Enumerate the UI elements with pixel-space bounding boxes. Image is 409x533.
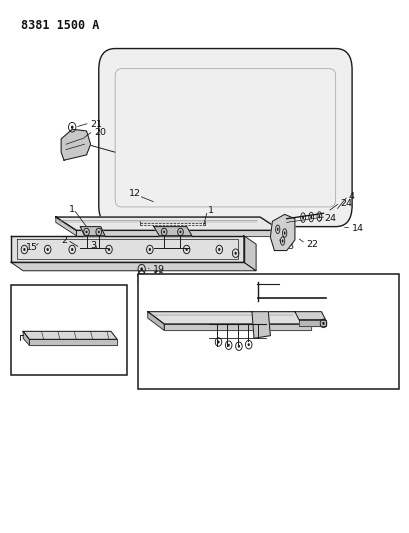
Text: 1: 1 <box>69 205 75 214</box>
Text: 15: 15 <box>26 244 38 253</box>
Polygon shape <box>252 312 270 338</box>
Circle shape <box>140 274 143 277</box>
Circle shape <box>47 248 49 251</box>
Circle shape <box>234 252 236 255</box>
Ellipse shape <box>276 228 278 231</box>
Circle shape <box>321 322 324 325</box>
Circle shape <box>247 343 249 346</box>
Text: 21: 21 <box>90 119 102 128</box>
Ellipse shape <box>318 215 319 219</box>
Polygon shape <box>23 332 29 345</box>
Text: 7: 7 <box>337 319 343 328</box>
Ellipse shape <box>283 231 285 235</box>
Circle shape <box>140 268 143 271</box>
Text: 2: 2 <box>61 237 67 246</box>
Circle shape <box>97 231 99 233</box>
Polygon shape <box>298 320 325 326</box>
Polygon shape <box>153 227 191 236</box>
Polygon shape <box>147 312 164 330</box>
Ellipse shape <box>301 216 303 220</box>
Polygon shape <box>61 130 90 160</box>
Circle shape <box>23 248 25 251</box>
Polygon shape <box>11 236 243 262</box>
Circle shape <box>179 231 181 233</box>
Circle shape <box>71 126 73 129</box>
Text: 19: 19 <box>152 265 164 274</box>
Text: 12: 12 <box>129 189 141 198</box>
Text: 18: 18 <box>152 272 164 281</box>
Text: 10: 10 <box>200 343 211 352</box>
Polygon shape <box>270 214 294 251</box>
Circle shape <box>185 248 187 251</box>
Polygon shape <box>164 324 310 330</box>
Circle shape <box>217 341 219 343</box>
Text: 17: 17 <box>152 279 164 288</box>
Text: 4: 4 <box>348 192 354 201</box>
Text: 23: 23 <box>282 242 294 251</box>
Circle shape <box>85 231 87 233</box>
Polygon shape <box>294 312 325 320</box>
Ellipse shape <box>310 215 311 219</box>
Text: 1: 1 <box>208 206 214 215</box>
Circle shape <box>218 248 220 251</box>
Text: 9: 9 <box>270 346 276 355</box>
Bar <box>137 274 398 389</box>
Text: 8381 1500 A: 8381 1500 A <box>21 19 99 33</box>
Circle shape <box>163 231 165 233</box>
Text: 22: 22 <box>306 240 317 249</box>
Circle shape <box>148 248 151 251</box>
Polygon shape <box>23 332 117 340</box>
Text: 11: 11 <box>80 319 92 328</box>
Text: 20: 20 <box>94 127 106 136</box>
Circle shape <box>227 344 229 346</box>
Text: 3: 3 <box>90 241 96 250</box>
Polygon shape <box>11 262 256 271</box>
Text: 6: 6 <box>337 291 343 300</box>
Polygon shape <box>147 312 310 324</box>
Text: 16: 16 <box>217 350 229 359</box>
Text: 14: 14 <box>351 224 363 233</box>
Circle shape <box>237 345 240 348</box>
Polygon shape <box>29 340 117 345</box>
Polygon shape <box>80 227 105 236</box>
Text: 13: 13 <box>227 359 239 368</box>
Polygon shape <box>56 217 280 230</box>
Polygon shape <box>56 217 76 236</box>
Bar <box>11 285 127 375</box>
Polygon shape <box>76 230 280 236</box>
Circle shape <box>140 280 143 284</box>
Text: 5: 5 <box>324 286 330 295</box>
Ellipse shape <box>281 239 283 243</box>
Text: 8: 8 <box>301 336 308 345</box>
Text: 24: 24 <box>340 199 352 208</box>
Polygon shape <box>243 236 256 271</box>
FancyBboxPatch shape <box>99 49 351 227</box>
Text: 24: 24 <box>324 214 336 223</box>
Circle shape <box>108 248 110 251</box>
Circle shape <box>71 248 73 251</box>
